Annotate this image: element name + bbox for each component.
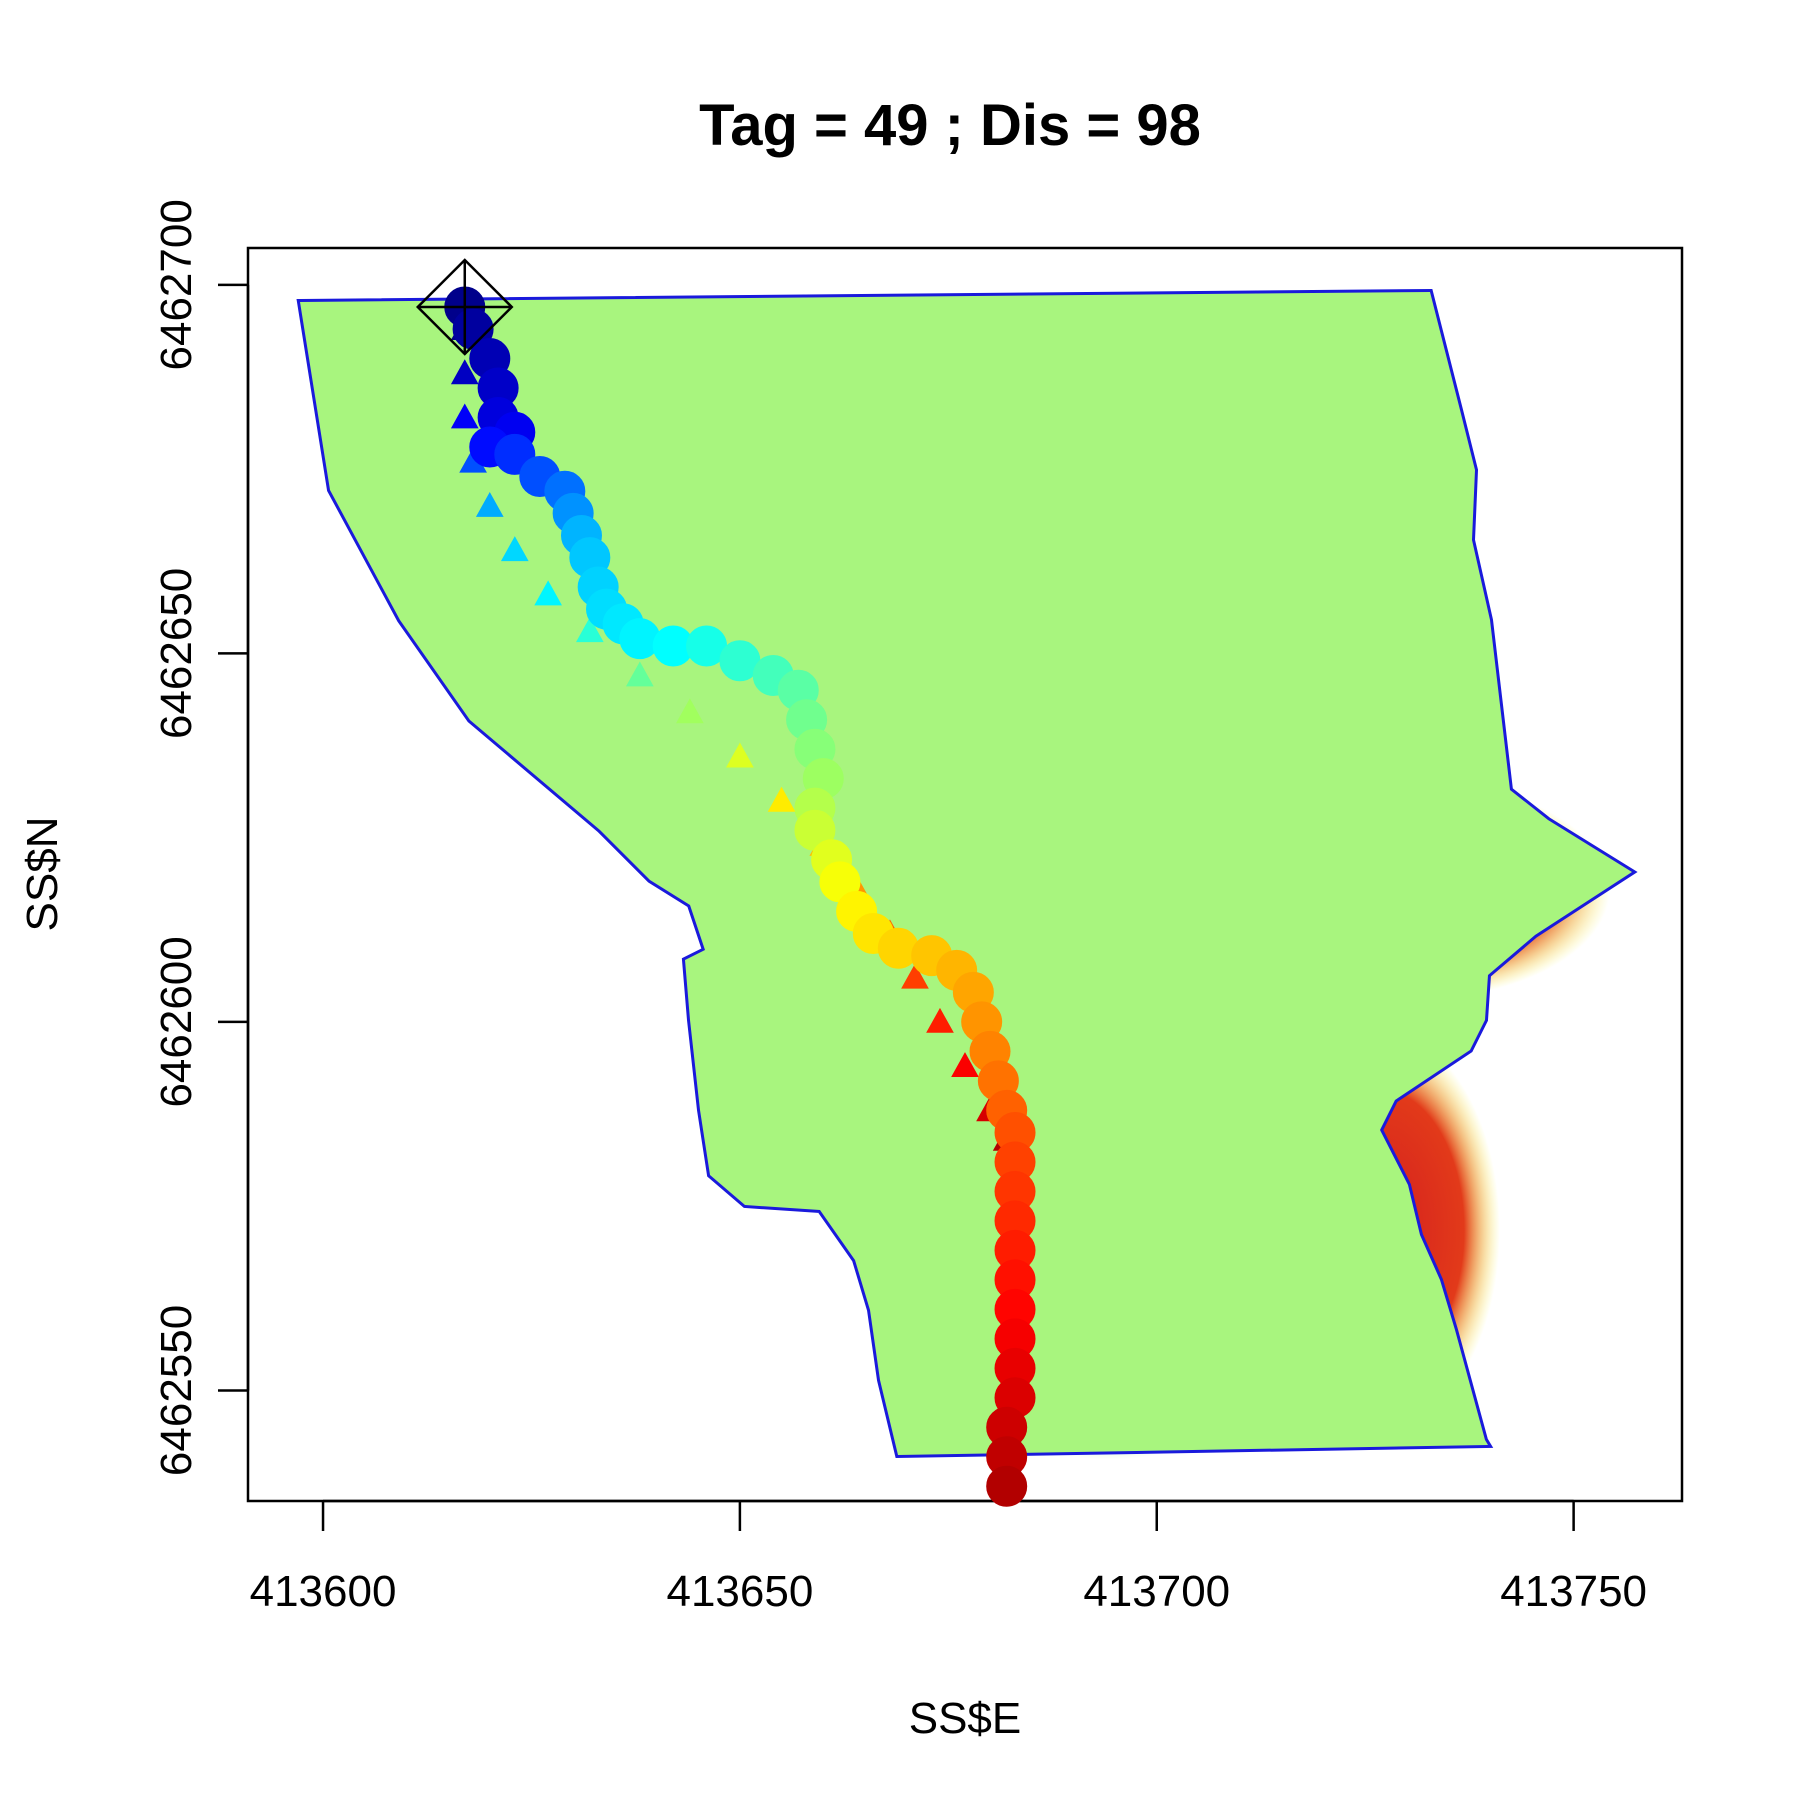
- triangle-point: [575, 617, 604, 643]
- triangle-point: [450, 359, 479, 385]
- triangle-point: [500, 536, 529, 562]
- circle-point: [986, 1465, 1028, 1507]
- triangle-point: [726, 742, 754, 768]
- x-axis-label: SS$E: [909, 1694, 1022, 1743]
- x-tick-label: 413600: [250, 1567, 397, 1616]
- y-tick-label: 6462550: [152, 1305, 201, 1476]
- triangle-point: [534, 580, 562, 606]
- triangle-point: [901, 963, 929, 989]
- x-axis: 413600 413650 413700 413750: [250, 1499, 1647, 1616]
- x-tick-label: 413650: [666, 1567, 813, 1616]
- y-tick-label: 6462650: [152, 568, 201, 739]
- triangle-point: [450, 403, 479, 429]
- x-tick-label: 413700: [1083, 1567, 1230, 1616]
- start-marker: [415, 258, 514, 356]
- triangle-point: [926, 1007, 954, 1033]
- triangle-point: [951, 1052, 979, 1078]
- triangle-point: [475, 491, 504, 517]
- triangle-point: [625, 661, 654, 687]
- triangle-point: [767, 786, 796, 812]
- y-axis: 6462550 6462600 6462650 6462700: [152, 199, 250, 1476]
- x-tick-label: 413750: [1500, 1567, 1647, 1616]
- circle-series: [444, 286, 1036, 1507]
- chart-title: Tag = 49 ; Dis = 98: [699, 93, 1201, 158]
- y-tick-label: 6462600: [152, 936, 201, 1107]
- y-axis-label: SS$N: [18, 817, 67, 932]
- y-tick-label: 6462700: [152, 199, 201, 370]
- triangle-point: [676, 698, 704, 724]
